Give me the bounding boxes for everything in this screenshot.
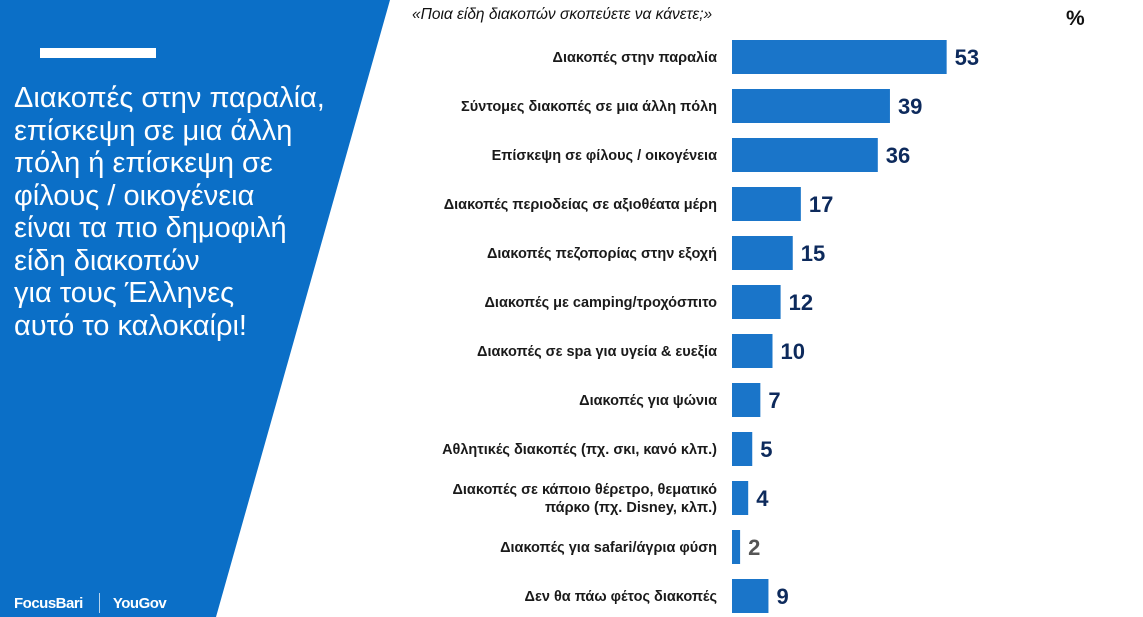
category-label: Διακοπές σε spa για υγεία & ευεξία: [477, 344, 717, 360]
bar: [732, 40, 947, 74]
category-label: Διακοπές για ψώνια: [579, 393, 717, 409]
bar: [732, 432, 753, 466]
logo-divider: [98, 593, 100, 613]
value-label: 17: [809, 192, 833, 217]
category-label: Σύντομες διακοπές σε μια άλλη πόλη: [461, 99, 717, 115]
bar: [732, 89, 890, 123]
category-label-line: Διακοπές για ψώνια: [579, 393, 717, 409]
bar: [732, 383, 761, 417]
value-label: 53: [955, 45, 979, 70]
category-label: Διακοπές σε κάποιο θέρετρο, θεματικό πάρκ…: [452, 482, 717, 516]
bar: [732, 481, 749, 515]
category-label: Επίσκεψη σε φίλους / οικογένεια: [492, 148, 717, 164]
unit-label: %: [1066, 7, 1085, 30]
bar: [732, 187, 801, 221]
category-label-line: Δεν θα πάω φέτος διακοπές: [525, 589, 717, 605]
value-label: 4: [756, 486, 769, 511]
bar: [732, 334, 773, 368]
value-label: 7: [768, 388, 780, 413]
chart-title: «Ποια είδη διακοπών σκοπεύετε να κάνετε;…: [412, 6, 713, 23]
category-label: Δεν θα πάω φέτος διακοπές: [525, 589, 717, 605]
yougov-logo: YouGov: [112, 594, 167, 612]
bar: [732, 530, 741, 564]
value-label: 5: [760, 437, 772, 462]
category-label-line: πάρκο (πχ. Disney, κλπ.): [545, 500, 717, 516]
bar: [732, 138, 878, 172]
value-label: 12: [789, 290, 813, 315]
value-label: 2: [748, 535, 760, 560]
category-label-line: Διακοπές πεζοπορίας στην εξοχή: [487, 246, 717, 262]
panel-background: [0, 0, 390, 617]
category-label-line: Αθλητικές διακοπές (πχ. σκι, κανό κλπ.): [442, 442, 717, 458]
category-label-line: Διακοπές σε κάποιο θέρετρο, θεματικό: [452, 482, 717, 498]
bar: [732, 236, 793, 270]
category-label-line: Διακοπές περιοδείας σε αξιοθέατα μέρη: [444, 197, 717, 213]
headline: Διακοπές στην παραλία, επίσκεψη σε μια ά…: [14, 82, 325, 342]
category-label: Αθλητικές διακοπές (πχ. σκι, κανό κλπ.): [442, 442, 717, 458]
category-label: Διακοπές στην παραλία: [553, 50, 718, 66]
value-label: 9: [776, 584, 788, 609]
value-label: 36: [886, 143, 910, 168]
category-label: Διακοπές για safari/άγρια φύση: [500, 540, 717, 556]
logos: FocusBari YouGov: [14, 591, 167, 615]
category-label-line: Επίσκεψη σε φίλους / οικογένεια: [492, 148, 717, 164]
category-label: Διακοπές περιοδείας σε αξιοθέατα μέρη: [444, 197, 717, 213]
value-label: 10: [781, 339, 805, 364]
value-label: 39: [898, 94, 922, 119]
category-label-line: Διακοπές στην παραλία: [553, 50, 718, 66]
bar: [732, 285, 781, 319]
category-label-line: Διακοπές σε spa για υγεία & ευεξία: [477, 344, 717, 360]
category-label: Διακοπές πεζοπορίας στην εξοχή: [487, 246, 717, 262]
focusbari-logo: FocusBari: [14, 594, 83, 612]
category-label-line: Διακοπές με camping/τροχόσπιτο: [485, 295, 718, 311]
category-label: Διακοπές με camping/τροχόσπιτο: [485, 295, 718, 311]
category-label-line: Σύντομες διακοπές σε μια άλλη πόλη: [461, 99, 717, 115]
accent-bar: [40, 48, 156, 58]
bar: [732, 579, 769, 613]
category-label-line: Διακοπές για safari/άγρια φύση: [500, 540, 717, 556]
value-label: 15: [801, 241, 825, 266]
